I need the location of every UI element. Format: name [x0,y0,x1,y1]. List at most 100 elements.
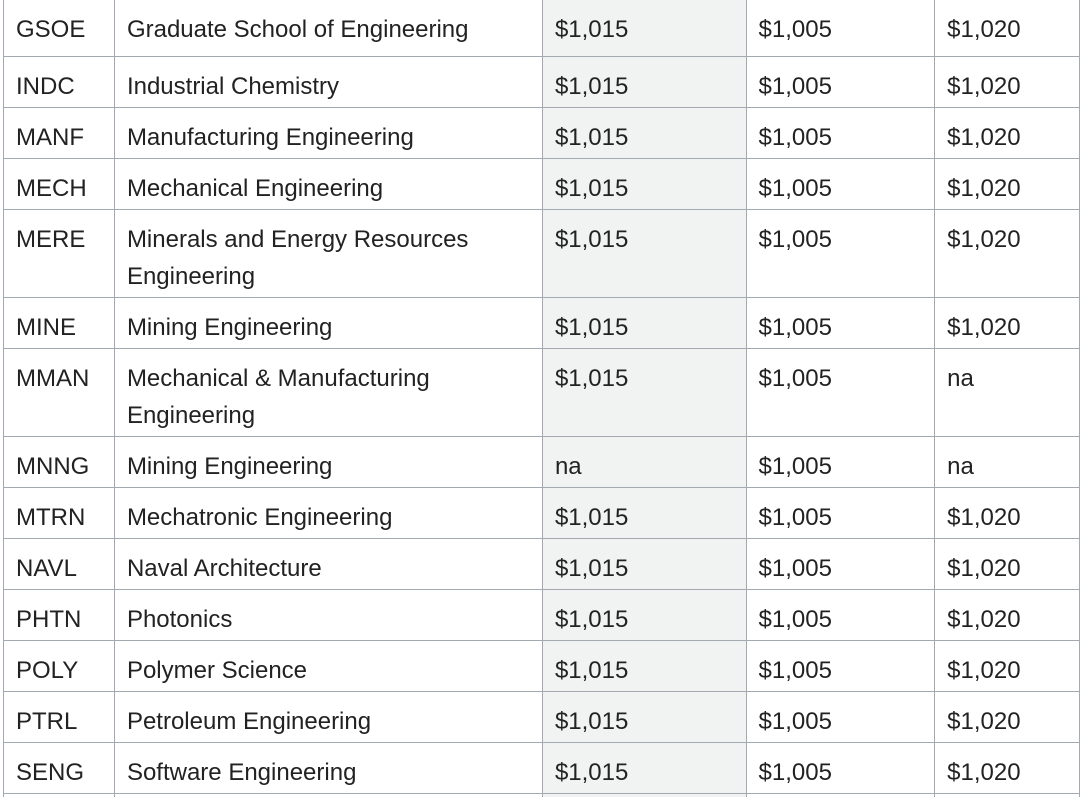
subject-name-cell: Graduate School of Engineering [113,0,543,57]
fee-column-3-cell: $1,020 [934,487,1080,539]
fee-column-1-text: $1,015 [554,657,629,684]
fee-column-2-text: $1,005 [758,504,832,531]
fee-column-1-text: $1,015 [554,504,629,531]
fee-column-1-text: $1,015 [554,73,629,100]
subject-code-cell: MECH [3,158,115,210]
fee-column-2-cell: $1,005 [745,209,936,298]
fee-column-3-text: $1,020 [947,504,1021,531]
fee-column-2-cell: $1,005 [745,487,936,539]
subject-code-cell: MTRN [3,487,115,539]
fee-column-3-cell: $1,020 [934,589,1080,641]
subject-code-cell: PTRL [3,691,115,743]
fee-column-3-text: $1,020 [947,555,1021,582]
fee-column-2-cell: $1,005 [745,436,936,488]
table-row-partial [3,793,1080,797]
subject-code-cell: GSOE [3,0,115,57]
fee-column-3-text: $1,020 [947,759,1021,786]
fee-column-2-cell: $1,005 [745,691,936,743]
fee-column-1-text: $1,015 [554,16,629,43]
fee-column-3-cell: $1,020 [934,297,1080,349]
fee-column-2-text: $1,005 [758,73,832,100]
subject-code-text: MMAN [16,365,90,392]
fee-column-2-cell: $1,005 [745,589,936,641]
fee-column-3-cell: na [934,348,1080,437]
subject-name-text: Photonics [126,606,233,633]
subject-code-cell: PHTN [3,589,115,641]
fee-column-3-text: $1,020 [947,175,1021,202]
subject-name-text: Software Engineering [126,759,357,786]
subject-name-text: Industrial Chemistry [126,73,339,100]
fee-column-1-cell: $1,015 [541,742,747,794]
subject-code-text: GSOE [16,16,86,43]
subject-name-text: Mining Engineering [126,314,333,341]
fee-column-1-cell: $1,015 [541,107,747,159]
fee-column-1-cell: $1,015 [541,209,747,298]
subject-code-cell: NAVL [3,538,115,590]
fee-column-2-cell: $1,005 [745,348,936,437]
subject-name-text: Minerals and Energy Resources Engineerin… [126,226,469,290]
fee-column-3-text: $1,020 [947,124,1021,151]
fee-column-2-text: $1,005 [758,314,832,341]
fee-column-1-text: $1,015 [554,175,629,202]
fee-column-3-cell: $1,020 [934,107,1080,159]
subject-code-cell: MANF [3,107,115,159]
subject-name-text: Mechanical Engineering [126,175,384,202]
subject-name-text: Manufacturing Engineering [126,124,414,151]
table-row: INDC Industrial Chemistry $1,015 $1,005 $1,0… [3,56,1080,108]
fee-column-3-text: $1,020 [947,657,1021,684]
fee-column-2-text: $1,005 [758,657,832,684]
fee-column-1-text: $1,015 [554,365,629,392]
fee-column-3-text: na [947,365,974,392]
table-row: MINE Mining Engineering $1,015 $1,005 $1,020 [3,297,1080,349]
subject-code-text: PTRL [16,708,78,735]
fee-column-3-cell: $1,020 [934,691,1080,743]
fee-column-1-text: $1,015 [554,124,629,151]
fee-column-1-cell: $1,015 [541,348,747,437]
table-row: MNNG Mining Engineering na $1,005 na [3,436,1080,488]
partial-cell [934,793,1080,797]
fee-column-2-text: $1,005 [758,365,832,392]
subject-code-text: MTRN [16,504,86,531]
fee-column-3-text: $1,020 [947,16,1021,43]
fee-column-1-cell: $1,015 [541,56,747,108]
fee-column-1-text: $1,015 [554,759,629,786]
subject-name-cell: Polymer Science [113,640,543,692]
fee-column-3-cell: na [934,436,1080,488]
table-row: PHTN Photonics $1,015 $1,005 $1,020 [3,589,1080,641]
fee-column-2-text: $1,005 [758,555,832,582]
subject-name-cell: Mechatronic Engineering [113,487,543,539]
subject-name-text: Graduate School of Engineering [126,16,469,43]
subject-code-text: INDC [16,73,75,100]
fee-column-2-text: $1,005 [758,453,832,480]
fee-column-3-cell: $1,020 [934,538,1080,590]
fee-column-1-cell: $1,015 [541,589,747,641]
subject-code-text: MINE [16,314,76,341]
subject-code-cell: MNNG [3,436,115,488]
subject-code-cell: INDC [3,56,115,108]
fee-column-2-cell: $1,005 [745,56,936,108]
subject-name-cell: Software Engineering [113,742,543,794]
fee-column-3-text: $1,020 [947,606,1021,633]
subject-name-text: Mining Engineering [126,453,333,480]
fees-table: GSOE Graduate School of Engineering $1,015… [3,0,1080,797]
fees-table-body: GSOE Graduate School of Engineering $1,015… [3,0,1080,797]
fee-column-2-cell: $1,005 [745,0,936,57]
subject-name-cell: Industrial Chemistry [113,56,543,108]
fee-column-3-cell: $1,020 [934,640,1080,692]
fee-column-2-text: $1,005 [758,16,832,43]
fee-column-2-text: $1,005 [758,708,832,735]
fee-column-2-cell: $1,005 [745,297,936,349]
subject-name-text: Naval Architecture [126,555,322,582]
fee-column-2-text: $1,005 [758,759,832,786]
partial-cell [745,793,936,797]
fee-column-3-cell: $1,020 [934,158,1080,210]
fee-column-2-cell: $1,005 [745,640,936,692]
fee-column-3-cell: $1,020 [934,742,1080,794]
partial-cell [3,793,115,797]
subject-name-cell: Mining Engineering [113,436,543,488]
table-row: MANF Manufacturing Engineering $1,015 $1,00… [3,107,1080,159]
fee-column-3-text: $1,020 [947,708,1021,735]
table-row: MTRN Mechatronic Engineering $1,015 $1,005 $… [3,487,1080,539]
subject-name-cell: Mechanical & Manufacturing Engineering [113,348,543,437]
